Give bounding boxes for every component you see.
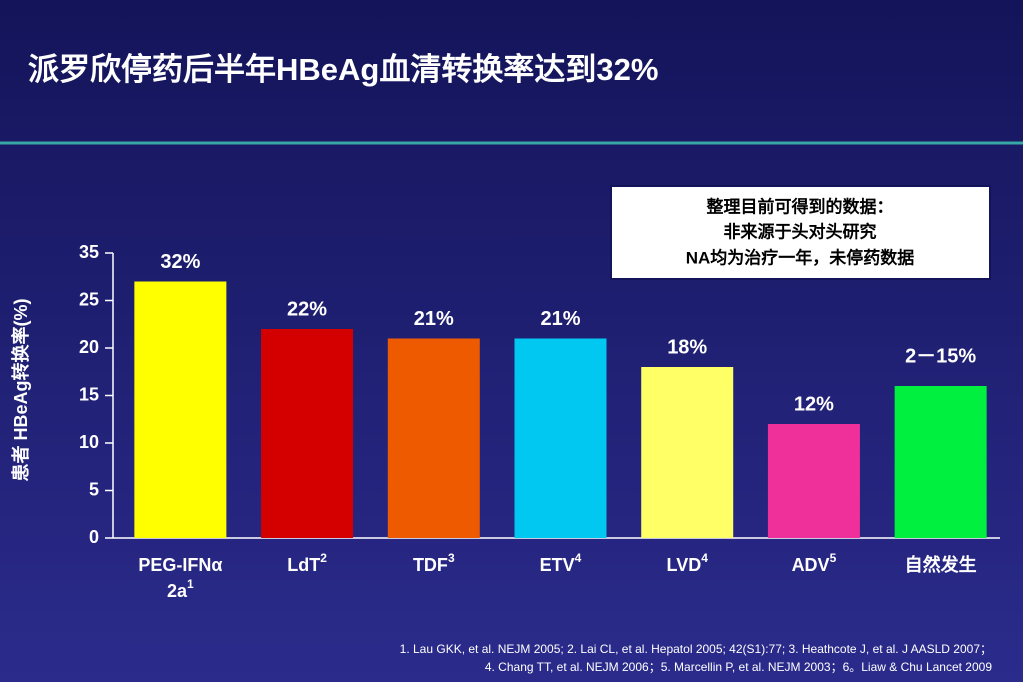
- y-tick-label: 25: [79, 289, 99, 309]
- y-tick-label: 5: [89, 479, 99, 499]
- x-tick-label: ETV4: [540, 551, 582, 575]
- y-tick-label: 10: [79, 432, 99, 452]
- footnote: 4. Chang TT, et al. NEJM 2006；5. Marcell…: [485, 660, 992, 674]
- y-tick-label: 35: [79, 242, 99, 262]
- bar: [641, 367, 734, 538]
- x-tick-label: TDF3: [413, 551, 455, 575]
- y-tick-label: 20: [79, 337, 99, 357]
- x-tick-label: 自然发生: [905, 554, 977, 575]
- note-line: NA均为治疗一年，未停药数据: [686, 247, 915, 267]
- x-tick-label: ADV5: [792, 551, 837, 575]
- y-axis-label: 患者 HBeAg转换率(%): [10, 298, 31, 481]
- bar-annotation: 2－15%: [905, 345, 976, 367]
- bar: [261, 329, 354, 538]
- bar: [894, 386, 987, 538]
- bar: [387, 338, 480, 538]
- y-tick-label: 15: [79, 384, 99, 404]
- note-line: 非来源于头对头研究: [724, 221, 877, 241]
- note-line: 整理目前可得到的数据：: [707, 196, 894, 216]
- x-tick-label: PEG-IFNα 2a1: [138, 555, 222, 601]
- bar-annotation: 12%: [794, 393, 834, 415]
- bar: [767, 424, 860, 538]
- category-ref: 1: [187, 577, 194, 591]
- bar-annotation: 21%: [540, 308, 580, 330]
- category-ref: 4: [575, 551, 582, 565]
- category-ref: 4: [701, 551, 708, 565]
- y-tick-label: 0: [89, 527, 99, 547]
- bar-annotation: 18%: [667, 336, 707, 358]
- title: 派罗欣停药后半年HBeAg血清转换率达到32%: [28, 52, 658, 87]
- bar: [134, 281, 227, 538]
- x-tick-label: LdT2: [287, 551, 327, 575]
- bar-annotation: 22%: [287, 298, 327, 320]
- category-ref: 3: [448, 551, 455, 565]
- bar-annotation: 32%: [160, 251, 200, 273]
- note-box: [610, 185, 991, 280]
- bar-annotation: 21%: [414, 308, 454, 330]
- bar: [514, 338, 607, 538]
- x-tick-label: LVD4: [667, 551, 709, 575]
- category-ref: 2: [320, 551, 327, 565]
- category-ref: 5: [830, 551, 837, 565]
- footnote: 1. Lau GKK, et al. NEJM 2005; 2. Lai CL,…: [400, 642, 992, 656]
